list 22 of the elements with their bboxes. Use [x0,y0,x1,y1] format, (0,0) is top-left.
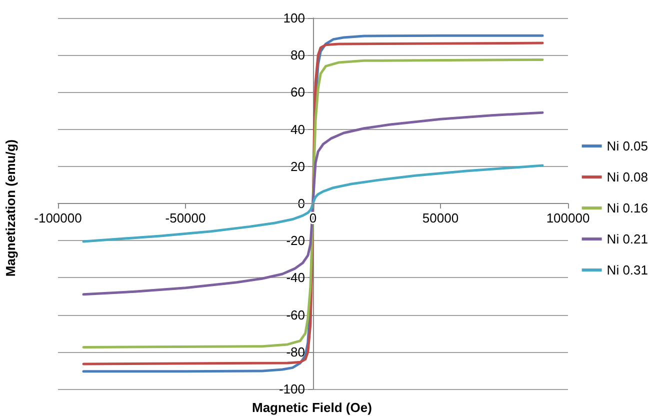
y-tick-label: -100 [278,382,305,396]
x-tick-label: -100000 [34,210,82,226]
y-tick-label: -40 [286,270,305,286]
y-tick-label: 100 [283,10,305,26]
y-axis-title: Magnetization (emu/g) [3,139,18,277]
line-series [82,111,544,296]
legend-label: Ni 0.21 [606,232,648,246]
y-tick-label: 80 [290,48,305,63]
legend-label: Ni 0.16 [606,200,648,216]
legend-label: Ni 0.31 [606,262,648,278]
y-tick-label: -80 [286,344,305,360]
legend-label: Ni 0.08 [606,170,648,184]
x-tick-label: -50000 [165,210,206,226]
y-tick-label: 20 [290,158,305,174]
x-tick-label: 50000 [422,210,459,226]
legend-label: Ni 0.05 [606,138,648,154]
y-tick-label: 60 [290,84,305,100]
x-tick-label: 100000 [546,210,590,226]
y-tick-label: -60 [286,307,305,322]
x-axis-title: Magnetic Field (Oe) [252,400,372,415]
y-tick-label: 40 [290,122,305,137]
y-tick-label: -20 [286,233,305,248]
